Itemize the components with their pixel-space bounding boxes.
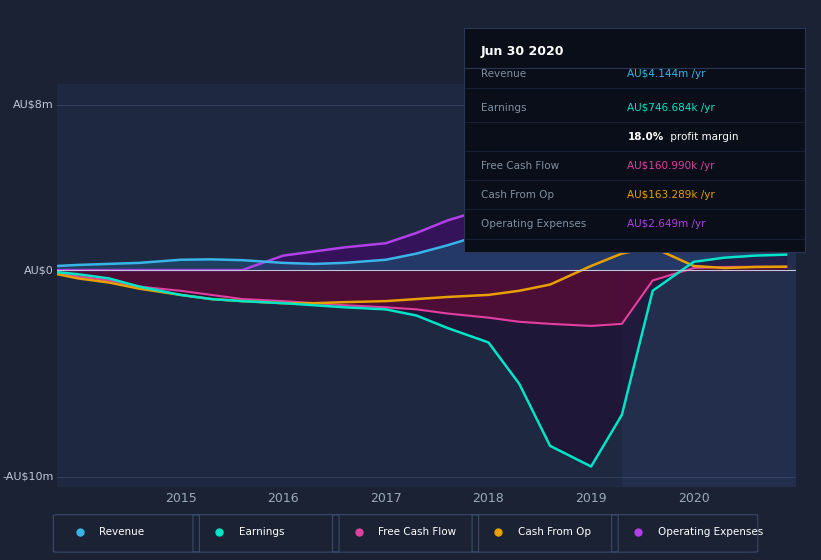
Text: Operating Expenses: Operating Expenses (481, 219, 586, 229)
Text: 18.0%: 18.0% (627, 132, 663, 142)
Text: AU$746.684k /yr: AU$746.684k /yr (627, 102, 715, 113)
Text: Operating Expenses: Operating Expenses (658, 527, 763, 537)
Bar (622, 84, 796, 487)
Text: AU$163.289k /yr: AU$163.289k /yr (627, 190, 715, 200)
Text: AU$8m: AU$8m (13, 100, 54, 110)
Text: AU$0: AU$0 (24, 265, 54, 275)
Text: AU$2.649m /yr: AU$2.649m /yr (627, 219, 706, 229)
Text: Cash From Op: Cash From Op (518, 527, 591, 537)
Text: -AU$10m: -AU$10m (2, 472, 54, 482)
Text: Earnings: Earnings (481, 102, 526, 113)
Text: Earnings: Earnings (239, 527, 284, 537)
Text: Free Cash Flow: Free Cash Flow (481, 161, 559, 171)
Text: Cash From Op: Cash From Op (481, 190, 554, 200)
Text: Jun 30 2020: Jun 30 2020 (481, 45, 564, 58)
Text: Revenue: Revenue (99, 527, 144, 537)
Text: Revenue: Revenue (481, 69, 526, 79)
Text: AU$160.990k /yr: AU$160.990k /yr (627, 161, 715, 171)
Text: profit margin: profit margin (667, 132, 738, 142)
Text: AU$4.144m /yr: AU$4.144m /yr (627, 69, 706, 79)
Text: Free Cash Flow: Free Cash Flow (378, 527, 456, 537)
